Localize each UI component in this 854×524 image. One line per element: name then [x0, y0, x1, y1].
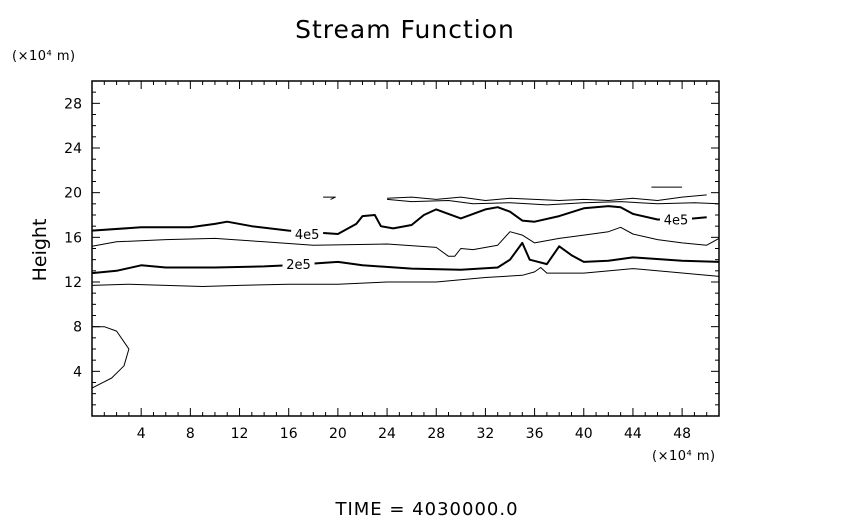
contour-line [323, 196, 336, 200]
contour-line [91, 226, 720, 257]
x-tick-label: 24 [378, 426, 396, 442]
x-tick-label: 4 [137, 426, 146, 442]
x-tick-label: 32 [476, 426, 494, 442]
x-tick-label: 40 [575, 426, 593, 442]
y-axis-label: Height [29, 219, 51, 282]
x-tick-label: 8 [186, 426, 195, 442]
contour-line [91, 205, 707, 235]
contour-label: 2e5 [286, 258, 311, 273]
y-tick-label: 24 [64, 141, 82, 157]
x-tick-label: 28 [427, 426, 445, 442]
contour-line [91, 267, 720, 287]
time-readout: TIME = 4030000.0 [334, 499, 518, 519]
plot-frame [91, 80, 720, 417]
y-tick-label: 20 [64, 186, 82, 202]
y-tick-label: 4 [73, 364, 82, 380]
contour-line [91, 326, 130, 389]
y-tick-label: 28 [64, 96, 82, 112]
contour-label-bg [291, 225, 324, 240]
y-tick-label: 12 [64, 275, 82, 291]
x-tick-label: 44 [624, 426, 642, 442]
contour-label-bg [282, 256, 315, 271]
contour-label: 4e5 [664, 213, 689, 228]
x-axis-unit: (×10⁴ m) [652, 449, 716, 464]
contour-label: 4e5 [295, 228, 320, 243]
x-tick-label: 48 [673, 426, 691, 442]
contour-lines: 2e5 4e5 4e5 [91, 186, 720, 389]
contour-line [91, 241, 720, 275]
x-tick-label: 12 [231, 426, 249, 442]
x-tick-label: 36 [526, 426, 544, 442]
y-tick-label: 16 [64, 230, 82, 246]
chart-title: Stream Function [295, 15, 515, 44]
x-tick-label: 20 [329, 426, 347, 442]
contour-label-bg [659, 211, 692, 226]
contour-line [387, 194, 707, 201]
x-tick-label: 16 [280, 426, 298, 442]
y-axis-unit: (×10⁴ m) [12, 49, 76, 64]
contour-line [387, 198, 720, 206]
y-tick-label: 8 [73, 320, 82, 336]
